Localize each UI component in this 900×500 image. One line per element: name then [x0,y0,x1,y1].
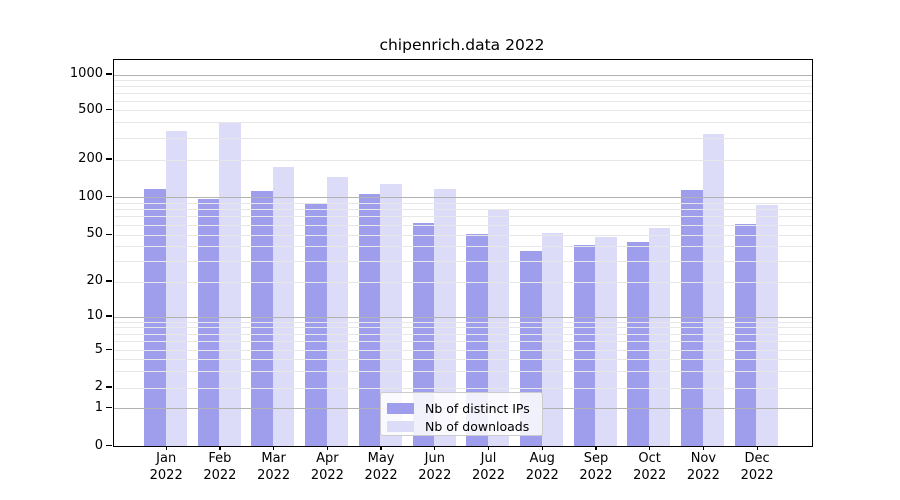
bar-downloads [702,134,725,446]
x-tick-label-year: 2022 [740,468,774,483]
bar-distinct-ips [305,203,327,446]
y-tick-label: 1000 [69,66,103,81]
x-tick-label-year: 2022 [418,468,452,483]
bar-downloads [648,228,671,446]
y-tick-label: 2 [94,379,103,394]
y-tick-mark [106,444,112,447]
x-tick-mark [595,445,597,450]
y-tick-label: 10 [86,308,103,323]
y-tick-label: 1 [94,399,103,415]
x-tick-label-year: 2022 [471,468,506,483]
y-tick-mark [106,73,112,75]
x-tick-mark [165,445,167,450]
bar-downloads [272,166,295,446]
y-tick-label: 100 [78,188,103,204]
x-tick-label-month: Nov [690,451,717,466]
x-tick-mark [273,445,275,450]
x-tick-label-year: 2022 [203,468,237,483]
bar-distinct-ips [573,245,596,446]
x-tick-label-year: 2022 [310,468,344,483]
legend-swatch-downloads-icon [387,420,414,432]
legend-label-distinct-ips: Nb of distinct IPs [425,400,530,416]
bar-downloads [541,233,564,446]
y-tick-label: 200 [78,151,103,166]
x-tick-label-month: Oct [638,451,661,466]
bar-distinct-ips [144,189,166,446]
y-tick-mark [106,158,112,160]
bar-downloads [380,184,402,446]
bar-distinct-ips [681,189,703,446]
x-tick-label-year: 2022 [633,468,667,483]
x-tick-mark [541,445,543,450]
legend-label-downloads: Nb of downloads [425,418,530,434]
y-tick-label: 500 [78,101,103,117]
bar-downloads [326,177,349,446]
y-tick-mark [106,386,112,388]
x-tick-mark [434,445,436,450]
y-tick-mark [106,315,112,317]
x-tick-mark [380,445,382,450]
legend-swatch-distinct-ips-icon [387,402,414,414]
x-tick-label-month: Jul [480,451,497,466]
legend-row-distinct-ips: Nb of distinct IPs [381,399,542,417]
x-tick-mark [487,445,490,450]
bars-layer [114,60,812,446]
x-tick-label-year: 2022 [525,468,559,483]
bar-distinct-ips [358,193,381,446]
y-tick-mark [106,348,112,351]
legend: Nb of distinct IPs Nb of downloads [380,392,543,436]
y-tick-mark [106,233,112,235]
x-tick-mark [219,445,221,450]
chart-title: chipenrich.data 2022 [379,36,545,54]
x-tick-mark [756,445,758,450]
y-tick-label: 5 [94,341,103,357]
y-tick-mark [106,108,112,111]
x-tick-label-month: May [367,451,395,466]
x-tick-label-month: Sep [583,451,609,466]
x-tick-label-month: Aug [529,451,555,466]
x-tick-label-month: Apr [316,451,339,466]
x-tick-label-year: 2022 [686,468,720,483]
x-tick-label-year: 2022 [257,468,291,483]
x-tick-label-month: Feb [208,451,232,466]
bar-distinct-ips [627,241,649,446]
y-tick-label: 20 [86,273,103,288]
x-tick-label-month: Jun [424,451,445,466]
x-tick-mark [702,445,704,450]
x-tick-label-month: Jan [156,451,177,466]
bar-distinct-ips [251,190,273,446]
x-tick-label-month: Mar [261,451,286,466]
bar-downloads [756,205,778,446]
bar-downloads [165,130,187,446]
x-tick-label-year: 2022 [149,468,183,483]
bar-downloads [219,123,241,446]
bar-downloads [595,237,617,446]
bar-distinct-ips [197,199,220,446]
y-tick-mark [106,280,112,282]
y-tick-mark [106,406,112,409]
x-tick-label-month: Dec [744,451,770,466]
y-tick-label: 0 [94,437,103,453]
legend-row-downloads: Nb of downloads [381,417,542,435]
y-tick-label: 50 [86,226,103,242]
y-tick-mark [106,195,112,198]
plot-area [113,59,813,447]
x-tick-mark [326,445,328,450]
x-tick-label-year: 2022 [364,468,398,483]
x-tick-mark [649,445,651,450]
x-tick-label-year: 2022 [579,468,613,483]
bar-distinct-ips [734,223,757,446]
